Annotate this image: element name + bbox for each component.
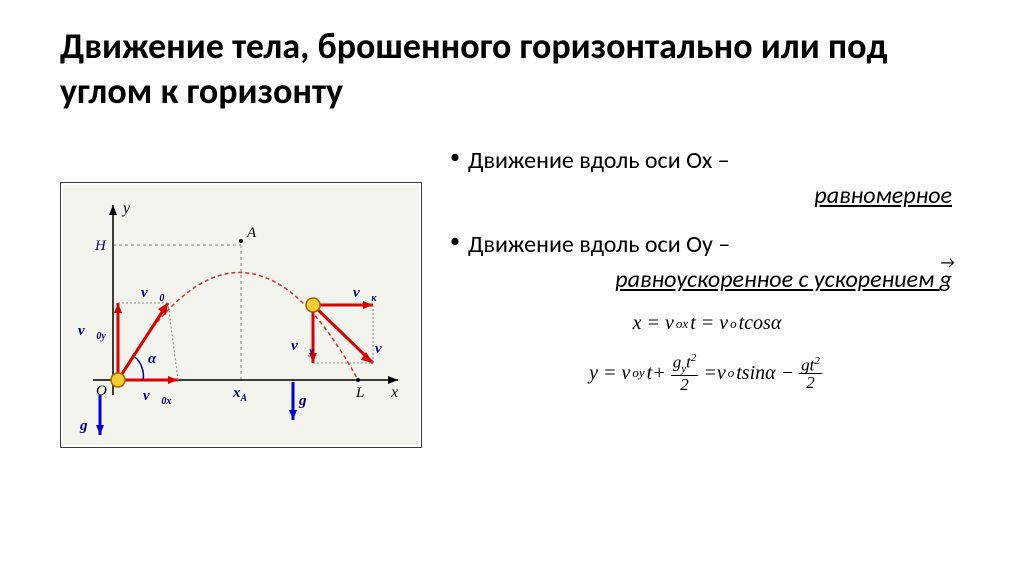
fraction-2: gt2 2	[799, 356, 822, 392]
bullet-dot-icon: •	[450, 226, 468, 257]
diagram-frame: y x O H A L xA v⃗0 v⃗0y v⃗0x α v⃗к v⃗y v…	[60, 182, 422, 448]
formula-y: y = voyt+ gyt2 2 =votsinα − gt2 2	[450, 353, 964, 393]
bullet-1-sub: равномерное	[450, 181, 964, 210]
svg-text:v⃗0: v⃗0	[141, 285, 164, 304]
svg-text:v⃗0x: v⃗0x	[143, 388, 171, 407]
fraction-1: gyt2 2	[671, 353, 699, 393]
svg-text:v⃗0y: v⃗0y	[78, 323, 106, 342]
bullet-2-sub: равноускоренное с ускорением g	[450, 265, 964, 294]
page-title: Движение тела, брошенного горизонтально …	[60, 24, 964, 114]
content-row: y x O H A L xA v⃗0 v⃗0y v⃗0x α v⃗к v⃗y v…	[60, 142, 964, 448]
svg-text:A: A	[246, 225, 257, 241]
svg-text:g⃗: g⃗	[298, 393, 318, 409]
bullet-1-text: Движение вдоль оси Ox –	[468, 142, 730, 179]
bullet-2-sub-a: равноускоренное с ускорением	[615, 265, 939, 294]
svg-text:v⃗к: v⃗к	[353, 285, 377, 304]
svg-text:H: H	[94, 238, 107, 254]
bullet-2-text: Движение вдоль оси Oy –	[468, 226, 730, 263]
physics-diagram: y x O H A L xA v⃗0 v⃗0y v⃗0x α v⃗к v⃗y v…	[63, 185, 419, 445]
svg-text:v⃗: v⃗	[375, 341, 393, 357]
g-vector-symbol: g	[940, 265, 952, 294]
right-column: • Движение вдоль оси Ox – равномерное • …	[450, 142, 964, 411]
svg-text:g⃗: g⃗	[79, 418, 99, 434]
formulas: x = voxt = votcosα y = voyt+ gyt2 2 =vot…	[450, 312, 964, 393]
formula-x: x = voxt = votcosα	[450, 312, 964, 335]
svg-text:xA: xA	[232, 385, 248, 404]
svg-text:x: x	[390, 384, 398, 401]
svg-text:α: α	[148, 351, 157, 367]
svg-text:L: L	[355, 385, 364, 401]
bullet-dot-icon: •	[450, 142, 468, 173]
svg-text:O: O	[96, 383, 107, 399]
bullet-2: • Движение вдоль оси Oy –	[450, 226, 964, 263]
svg-text:v⃗y: v⃗y	[291, 338, 314, 357]
bullet-1: • Движение вдоль оси Ox –	[450, 142, 964, 179]
svg-text:y: y	[121, 200, 131, 217]
